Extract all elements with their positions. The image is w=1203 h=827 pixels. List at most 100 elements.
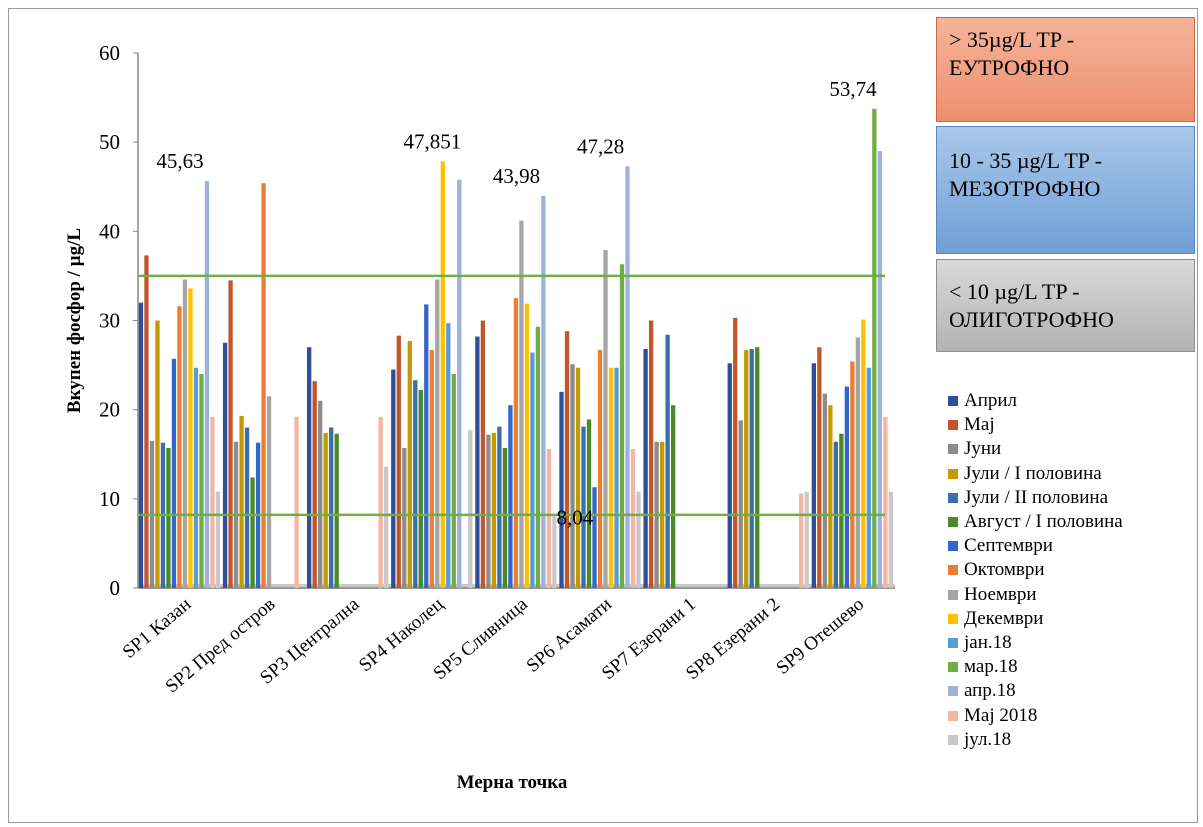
bar	[643, 349, 648, 588]
bar	[822, 393, 827, 588]
bar	[266, 396, 272, 588]
legend-label: јан.18	[964, 631, 1012, 653]
legend-item: Август / I половина	[948, 510, 1198, 534]
bar	[468, 430, 473, 588]
bar	[440, 161, 445, 588]
bar	[727, 363, 732, 588]
bar	[749, 349, 754, 588]
bar	[877, 151, 882, 589]
x-tick-label: SP9 Отешево	[773, 594, 869, 679]
bar	[592, 487, 597, 588]
legend-label: Април	[964, 390, 1018, 412]
bar	[619, 264, 625, 588]
legend-label: Јули / I половина	[964, 462, 1102, 484]
data-label: 43,98	[493, 164, 540, 188]
legend-label: Мај 2018	[964, 704, 1038, 726]
bar	[378, 416, 383, 588]
legend-swatch	[948, 396, 958, 407]
bar	[636, 491, 641, 588]
legend-item: јан.18	[948, 631, 1198, 655]
bar	[665, 334, 670, 588]
bar	[855, 337, 860, 588]
legend-swatch	[948, 517, 958, 528]
bar	[199, 374, 204, 588]
eutrophic-line1: > 35µg/L TP -	[949, 27, 1075, 52]
bar	[866, 367, 871, 588]
bar	[603, 250, 608, 588]
bar	[546, 448, 552, 588]
bar	[844, 386, 849, 588]
bar	[435, 279, 440, 588]
bar	[839, 433, 844, 588]
bar	[215, 491, 221, 588]
bar	[799, 493, 804, 588]
legend-swatch	[948, 662, 958, 673]
legend-swatch	[948, 444, 958, 455]
bar	[144, 255, 149, 589]
legend-label: Август / I половина	[964, 511, 1123, 533]
bar	[402, 448, 407, 588]
legend-swatch	[948, 734, 958, 745]
bar	[177, 306, 182, 588]
bar	[228, 280, 233, 588]
bar	[575, 367, 581, 588]
bar	[418, 390, 423, 588]
bar	[755, 347, 760, 588]
bar	[630, 448, 636, 588]
legend-swatch	[948, 468, 958, 479]
data-label: 45,63	[156, 149, 203, 173]
legend-item: Септември	[948, 534, 1198, 558]
legend-item: Октомври	[948, 558, 1198, 582]
bar	[648, 320, 654, 588]
bar	[564, 331, 570, 588]
bar	[294, 416, 299, 588]
eutrophic-line2: ЕУТРОФНО	[949, 55, 1070, 80]
bar	[872, 108, 877, 589]
bar	[817, 347, 822, 588]
bar	[250, 477, 255, 588]
bar	[166, 448, 171, 588]
legend-swatch	[948, 492, 958, 503]
bar	[407, 341, 412, 588]
bar	[597, 349, 603, 588]
legend-swatch	[948, 710, 958, 721]
x-axis-title: Мерна точка	[457, 772, 568, 793]
bar	[586, 419, 592, 588]
bar	[396, 335, 401, 588]
legend-item: апр.18	[948, 679, 1198, 703]
legend-swatch	[948, 541, 958, 552]
bar	[193, 367, 199, 588]
data-label: 53,74	[829, 77, 877, 101]
bar	[552, 516, 557, 588]
legend-item: Јуни	[948, 437, 1198, 461]
legend-item: Јули / I половина	[948, 462, 1198, 486]
bar	[513, 298, 519, 588]
bar	[171, 358, 177, 588]
y-tick-label: 30	[99, 309, 120, 333]
bar	[524, 303, 530, 588]
legend-label: Јуни	[964, 438, 1002, 460]
bar	[222, 342, 228, 588]
y-tick-label: 60	[99, 41, 120, 65]
bar	[391, 369, 396, 588]
bar	[480, 320, 486, 588]
oligotrophic-box: < 10 µg/L TP - ОЛИГОТРОФНО	[936, 259, 1195, 352]
chart-frame	[8, 8, 1198, 823]
mesotrophic-line1: 10 - 35 µg/L TP -	[949, 148, 1103, 173]
oligotrophic-line1: < 10 µg/L TP -	[949, 279, 1080, 304]
bar	[138, 302, 144, 588]
oligotrophic-line2: ОЛИГОТРОФНО	[949, 307, 1114, 332]
bar	[429, 349, 434, 588]
bar	[384, 466, 389, 588]
bar	[334, 433, 339, 588]
bar	[182, 279, 188, 588]
bar	[239, 415, 244, 588]
y-tick-label: 10	[99, 487, 120, 511]
bar	[581, 426, 586, 588]
bar	[497, 426, 502, 588]
bar	[614, 367, 619, 588]
bar	[519, 220, 524, 588]
legend-item: јул.18	[948, 728, 1198, 752]
bar	[491, 432, 497, 588]
